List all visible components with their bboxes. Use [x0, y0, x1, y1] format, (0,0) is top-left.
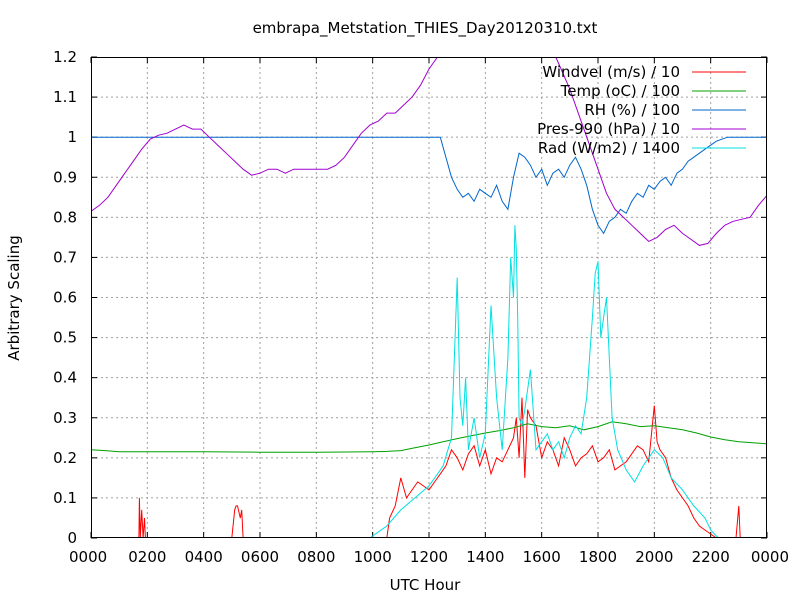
legend-label-1: Windvel (m/s) / 10 [542, 63, 680, 81]
plot-frame [91, 57, 767, 538]
series-line-3 [91, 136, 767, 235]
x-tick-label: 1000 [354, 548, 392, 566]
x-tick-label: 1800 [579, 548, 617, 566]
y-tick-label: 0.2 [53, 449, 77, 467]
x-tick-label: 1400 [466, 548, 504, 566]
y-tick-label: 0.9 [53, 168, 77, 186]
series-line-5 [91, 225, 767, 538]
legend-label-5: Rad (W/m2) / 1400 [538, 139, 680, 157]
y-tick-label: 0.5 [53, 329, 77, 347]
x-tick-label: 0400 [185, 548, 223, 566]
y-tick-label: 0 [67, 529, 77, 547]
x-tick-label: 0200 [128, 548, 166, 566]
x-tick-label: 0600 [241, 548, 279, 566]
y-tick-label: 0.4 [53, 369, 77, 387]
y-tick-label: 1.2 [53, 48, 77, 66]
x-tick-label: 0000 [69, 548, 107, 566]
y-tick-label: 0.8 [53, 208, 77, 226]
y-tick-label: 0.6 [53, 289, 77, 307]
x-tick-label: 0800 [297, 548, 335, 566]
x-axis-title: UTC Hour [390, 576, 461, 594]
y-axis-title: Arbitrary Scaling [5, 235, 23, 361]
x-tick-label: 1600 [523, 548, 561, 566]
legend-label-3: RH (%) / 100 [584, 101, 680, 119]
x-tick-label: 2200 [692, 548, 730, 566]
series-line-1 [91, 397, 767, 538]
legend-label-2: Temp (oC) / 100 [560, 82, 680, 100]
x-tick-label: 1200 [410, 548, 448, 566]
y-tick-label: 1.1 [53, 88, 77, 106]
y-tick-label: 0.7 [53, 248, 77, 266]
y-tick-label: 0.1 [53, 489, 77, 507]
chart-title: embrapa_Metstation_THIES_Day20120310.txt [253, 19, 598, 38]
series-line-2 [91, 421, 767, 453]
y-tick-label: 0.3 [53, 409, 77, 427]
x-tick-label: 0000 [751, 548, 789, 566]
y-tick-label: 1 [67, 128, 77, 146]
series-line-4 [91, 57, 767, 246]
x-tick-label: 2000 [635, 548, 673, 566]
series-layer [91, 57, 767, 538]
legend-label-4: Pres-990 (hPa) / 10 [537, 120, 680, 138]
axis-layer: 0 0.1 0.2 0.3 0.4 0.5 0.6 0.7 0.8 0.9 1 1.1 1.2 0000 0… [53, 48, 789, 566]
